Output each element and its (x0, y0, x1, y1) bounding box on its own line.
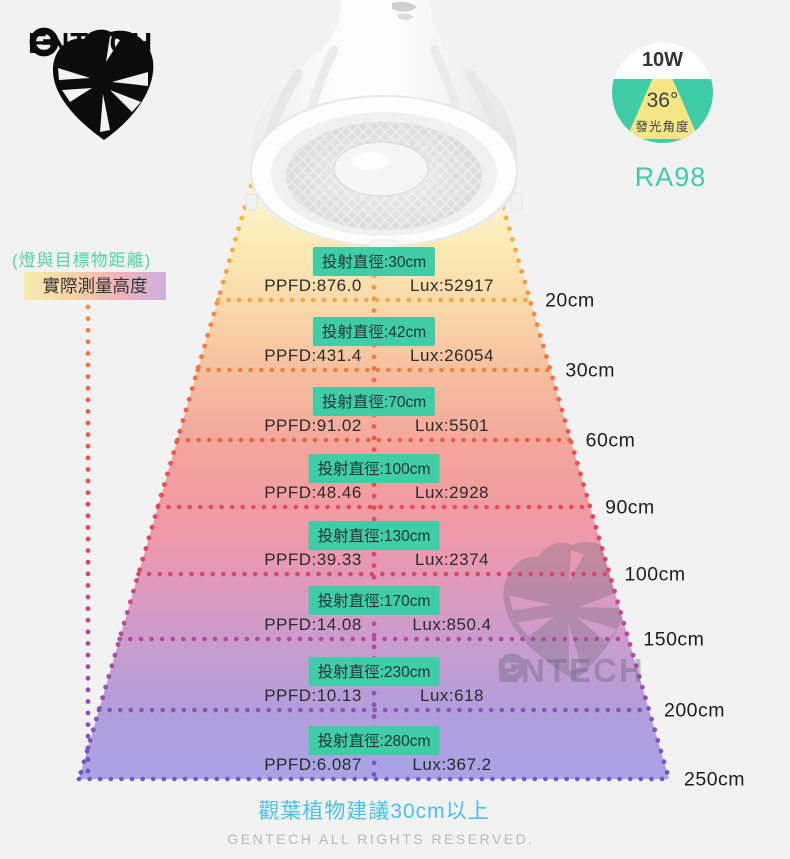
brand-logo: ENTECH (28, 26, 178, 140)
diameter-badge: 投射直徑:42cm (312, 317, 436, 346)
watermark-wordmark-text: ENTECH (497, 652, 645, 689)
wattage-label: 10W (612, 42, 713, 79)
cone-left-edge-dots (76, 183, 254, 782)
cri-label: RA98 (634, 162, 707, 192)
ppfd-value: PPFD:10.13 (264, 686, 362, 705)
g-mark-icon (29, 27, 59, 57)
advice-text: 觀葉植物建議30cm以上 (258, 800, 490, 823)
lux-value: Lux:2374 (415, 550, 489, 569)
bulb-illustration (245, 0, 523, 251)
lux-value: Lux:52917 (410, 276, 494, 295)
lux-value: Lux:26054 (410, 346, 494, 365)
ppfd-value: PPFD:876.0 (264, 276, 362, 295)
distance-label: 150cm (643, 628, 705, 651)
diameter-badge: 投射直徑:280cm (308, 726, 440, 755)
spec-badge-circle: 10W 36° 發光角度 (612, 42, 713, 143)
ppfd-value: PPFD:91.02 (264, 416, 362, 435)
distance-note: (燈與目標物距離) (12, 251, 152, 270)
diameter-badge: 投射直徑:230cm (308, 657, 440, 686)
copyright-text: GENTECH ALL RIGHTS RESERVED. (227, 831, 535, 847)
distance-label: 60cm (585, 429, 636, 452)
ppfd-value: PPFD:14.08 (264, 615, 362, 634)
lux-value: Lux:367.2 (412, 755, 492, 774)
beam-angle-value: 36° (646, 89, 679, 112)
distance-label: 100cm (624, 563, 686, 586)
watermark-wordmark: ENTECH (497, 652, 645, 690)
distance-label: 200cm (663, 699, 726, 722)
diameter-badge: 投射直徑:170cm (308, 586, 440, 615)
lux-value: Lux:850.4 (412, 615, 492, 634)
ppfd-value: PPFD:6.087 (264, 755, 362, 774)
spec-badge: 10W 36° 發光角度 (612, 42, 713, 143)
distance-label: 20cm (545, 289, 595, 312)
lux-value: Lux:2928 (415, 483, 489, 502)
cone-right-edge-dots (494, 183, 672, 782)
diameter-badge: 投射直徑:130cm (308, 521, 440, 550)
diameter-badge: 投射直徑:100cm (308, 454, 440, 483)
distance-label: 90cm (605, 496, 655, 519)
lux-value: Lux:618 (420, 686, 484, 705)
ppfd-value: PPFD:431.4 (264, 346, 362, 365)
height-chip: 實際測量高度 (24, 272, 166, 300)
diameter-badge: 投射直徑:30cm (312, 247, 436, 276)
ppfd-value: PPFD:48.46 (264, 483, 362, 502)
distance-label: 250cm (684, 768, 746, 791)
watermark-g-mark-icon (498, 653, 526, 681)
ppfd-value: PPFD:39.33 (264, 550, 362, 569)
beam-angle-caption: 發光角度 (635, 120, 690, 134)
distance-label: 30cm (565, 359, 616, 382)
diameter-badge: 投射直徑:70cm (312, 387, 436, 416)
lux-value: Lux:5501 (415, 416, 489, 435)
